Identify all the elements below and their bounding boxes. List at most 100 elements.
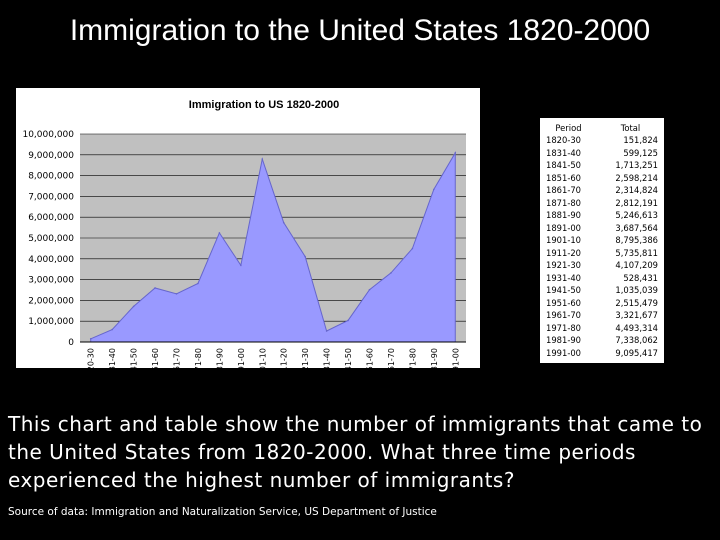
table-cell-total: 8,795,386 <box>615 235 658 245</box>
table-cell-period: 1891-00 <box>546 222 581 233</box>
table-cell-period: 1971-80 <box>546 322 581 333</box>
table-row: 1971-80 4,493,314 <box>540 322 664 335</box>
table-row: 1911-20 5,735,811 <box>540 247 664 260</box>
question-text: This chart and table show the number of … <box>8 412 703 492</box>
x-tick-label: 1871-80 <box>194 348 203 368</box>
data-point-1981-90 <box>433 188 435 191</box>
table-cell-period: 1871-80 <box>546 197 581 208</box>
table-cell-total: 599,125 <box>623 147 658 158</box>
immigration-area-chart: Immigration to US 1820-2000 0 1,000,000 2,… <box>22 99 466 368</box>
data-point-1991-00 <box>454 152 457 154</box>
x-tick-label: 1931-40 <box>323 348 332 368</box>
data-point-1901-10 <box>261 158 264 160</box>
data-point-1971-80 <box>411 247 414 250</box>
table-cell-total: 5,735,811 <box>615 247 658 258</box>
table-cell-total: 9,095,417 <box>615 347 658 358</box>
table-cell-total: 1,035,039 <box>615 285 658 295</box>
y-tick-label: 6,000,000 <box>28 213 74 223</box>
table-cell-period: 1831-40 <box>546 147 581 158</box>
y-tick-label: 7,000,000 <box>28 192 74 202</box>
x-tick-label: 1971-80 <box>408 348 417 368</box>
source-note: Source of data: Immigration and Naturali… <box>8 506 437 518</box>
table-cell-period: 1961-70 <box>546 310 581 320</box>
y-tick-label: 4,000,000 <box>28 255 74 265</box>
y-tick-label: 5,000,000 <box>28 234 74 244</box>
data-point-1921-30 <box>304 255 306 258</box>
table-cell-period: 1851-60 <box>546 172 581 183</box>
x-tick-label: 1851-60 <box>151 348 160 368</box>
table-cell-total: 1,713,251 <box>615 160 658 170</box>
table-cell-period: 1981-90 <box>546 335 581 345</box>
data-point-1941-50 <box>347 319 349 322</box>
table-cell-period: 1911-20 <box>546 247 581 258</box>
table-cell-period: 1951-60 <box>546 297 581 308</box>
table-row: 1820-30 151,824 <box>540 134 664 147</box>
table-cell-total: 151,824 <box>623 135 658 145</box>
slide-title: Immigration to the United States 1820-20… <box>69 14 651 47</box>
table-cell-total: 7,338,062 <box>615 335 658 345</box>
table-cell-period: 1931-40 <box>546 272 581 283</box>
table-row: 1881-90 5,246,613 <box>540 209 664 222</box>
table-cell-period: 1841-50 <box>546 160 581 170</box>
table-header-total: Total <box>620 123 641 133</box>
data-point-1851-60 <box>154 287 156 289</box>
x-tick-label: 1901-10 <box>258 348 267 368</box>
table-cell-period: 1921-30 <box>546 260 581 270</box>
data-point-1951-60 <box>368 288 371 291</box>
data-table: Period Total 1820-30 151,824 1831-40 599,12… <box>540 118 664 363</box>
table-cell-total: 5,246,613 <box>615 210 658 220</box>
x-tick-label: 1911-20 <box>280 348 289 368</box>
table-row: 1961-70 3,321,677 <box>540 309 664 322</box>
data-point-1961-70 <box>390 272 392 274</box>
chart-title: Immigration to US 1820-2000 <box>189 99 339 111</box>
table-row: 1831-40 599,125 <box>540 147 664 160</box>
y-axis-tick-labels: 0 1,000,000 2,000,000 3,000,000 4,000,000 5,0… <box>22 130 74 348</box>
table-row: 1951-60 2,515,479 <box>540 297 664 310</box>
table-cell-total: 2,812,191 <box>615 197 658 208</box>
table-cell-total: 3,321,677 <box>615 310 658 320</box>
table-cell-total: 2,314,824 <box>615 185 658 195</box>
table-row: 1931-40 528,431 <box>540 272 664 285</box>
chart-panel: Immigration to US 1820-2000 0 1,000,000 2,… <box>16 88 480 368</box>
area-series <box>80 150 466 343</box>
table-row: 1981-90 7,338,062 <box>540 334 664 347</box>
data-point-1820-30 <box>89 338 92 340</box>
table-cell-period: 1881-90 <box>546 210 581 220</box>
table-cell-period: 1941-50 <box>546 285 581 295</box>
x-tick-label: 1841-50 <box>130 348 139 368</box>
y-tick-label: 2,000,000 <box>28 296 74 306</box>
data-point-1871-80 <box>197 282 199 285</box>
table-cell-total: 528,431 <box>623 272 658 283</box>
table-cell-total: 4,493,314 <box>615 322 658 333</box>
x-tick-label: 1921-30 <box>301 348 310 368</box>
table-cell-total: 3,687,564 <box>615 222 658 233</box>
y-tick-label: 3,000,000 <box>28 276 74 286</box>
data-point-1831-40 <box>111 328 113 331</box>
x-tick-label: 1820-30 <box>87 348 96 368</box>
table-cell-period: 1820-30 <box>546 135 581 145</box>
table-cell-period: 1991-00 <box>546 347 581 358</box>
x-tick-label: 1881-90 <box>215 348 224 368</box>
x-tick-label: 1891-00 <box>237 348 246 368</box>
table-row: 1851-60 2,598,214 <box>540 172 664 185</box>
data-point-1841-50 <box>132 305 135 308</box>
table-row: 1901-10 8,795,386 <box>540 234 664 247</box>
data-point-1881-90 <box>218 232 221 234</box>
table-row: 1891-00 3,687,564 <box>540 222 664 235</box>
table-cell-total: 4,107,209 <box>615 260 658 270</box>
y-tick-label: 0 <box>68 338 74 348</box>
data-point-1861-70 <box>175 293 178 295</box>
table-header-period: Period <box>555 123 582 133</box>
table-cell-period: 1901-10 <box>546 235 581 245</box>
x-tick-label: 1961-70 <box>387 348 396 368</box>
table-row: 1921-30 4,107,209 <box>540 259 664 272</box>
table-cell-period: 1861-70 <box>546 185 581 195</box>
x-tick-label: 1941-50 <box>344 348 353 368</box>
table-row: 1861-70 2,314,824 <box>540 184 664 197</box>
data-point-1931-40 <box>325 330 328 332</box>
table-row: 1841-50 1,713,251 <box>540 159 664 172</box>
y-tick-label: 8,000,000 <box>28 172 74 182</box>
y-tick-label: 9,000,000 <box>28 151 74 161</box>
x-tick-label: 1981-90 <box>430 348 439 368</box>
data-point-1891-00 <box>240 264 242 267</box>
